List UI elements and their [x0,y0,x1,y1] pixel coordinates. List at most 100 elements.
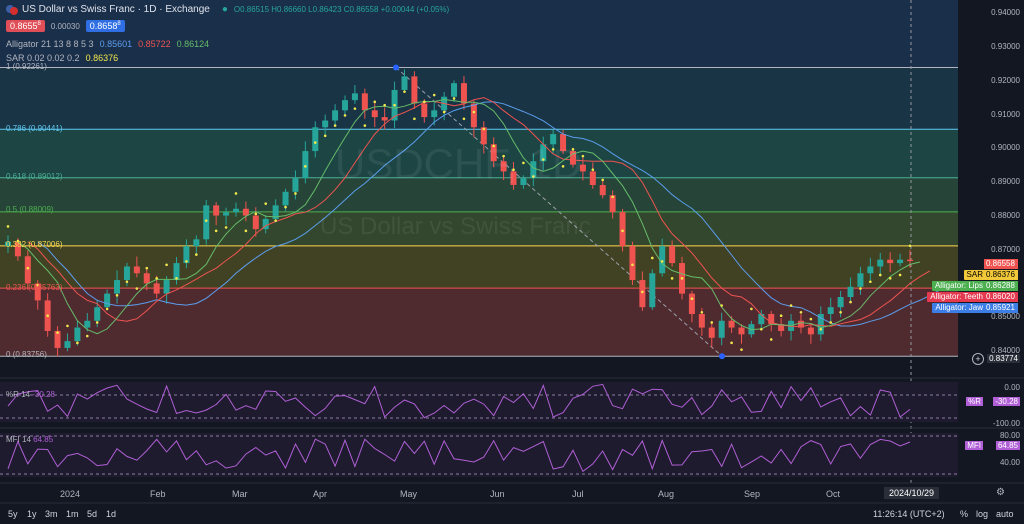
x-tick: Mar [232,489,248,499]
sar-dot [274,219,277,222]
sar-dot [403,90,406,93]
sar-dot [423,100,426,104]
clock-timezone[interactable]: 11:26:14 (UTC+2) [873,509,945,519]
candle-body [768,313,775,325]
alligator-lips-value: 0.86124 [176,39,210,49]
alligator-legend[interactable]: Alligator 21 13 8 8 5 3 0.85601 0.85722 … [6,39,209,49]
sell-button[interactable]: 0.86558 [6,20,45,32]
sar-dot [819,327,823,331]
range-5d-button[interactable]: 5d [87,509,98,519]
sar-dot [720,304,723,307]
candle-body [569,151,576,165]
sar-dot [809,317,813,321]
candle-body [470,103,477,128]
candle-body [133,266,140,274]
sar-dot [859,287,862,290]
sar-dot [224,226,228,229]
jaw-tag-label: Alligator: Jaw [932,303,986,313]
range-1m-button[interactable]: 1m [66,509,79,519]
sar-dot [571,148,575,151]
alligator-label: Alligator 21 13 8 8 5 3 [6,39,94,49]
candle-body [361,93,368,111]
mfi-legend[interactable]: MFI 14 64.85 [6,435,54,444]
sar-dot [95,321,99,324]
candle-body [342,100,349,111]
sar-dot [135,287,139,290]
log-scale-toggle[interactable]: log [976,509,989,519]
y-tick: 0.84000 [991,346,1020,355]
sar-dot [175,277,178,280]
y-tick: 0.88000 [991,211,1020,220]
candle-body [609,195,616,213]
mfi-axis-tick: 40.00 [999,458,1020,467]
x-tick: Jun [490,489,505,499]
sar-legend[interactable]: SAR 0.02 0.02 0.2 0.86376 [6,53,118,63]
wr-legend[interactable]: %R 14 -30.28 [6,390,55,399]
candle-body [351,93,358,101]
fib-band [0,245,958,289]
sar-dot [125,280,129,284]
add-alert-icon[interactable]: + [972,353,984,365]
candle-body [14,241,21,257]
sar-dot [204,219,208,222]
sar-dot [541,158,545,161]
sar-dot [512,168,515,172]
candle-body [24,256,31,284]
sar-dot [373,100,377,104]
y-tick: 0.85000 [991,312,1020,321]
mfi-axis-tick: 80.00 [999,431,1020,440]
candle-body [223,212,230,216]
mfi-line [7,438,911,473]
sar-dot [333,124,337,127]
sar-dot [323,134,327,138]
candle-body [659,246,666,274]
candle-body [272,205,279,219]
sar-dot [878,273,882,277]
sar-dot [769,338,773,341]
sar-dot [502,154,505,158]
x-tick: Sep [744,489,761,499]
range-5y-button[interactable]: 5y [8,509,18,519]
sar-dot [145,266,149,270]
market-open-dot: ● [221,4,228,15]
range-3m-button[interactable]: 3m [45,509,58,519]
sar-tag-label: SAR [963,270,986,280]
candle-body [827,307,834,314]
candle-body [431,110,438,118]
buy-button[interactable]: 0.86588 [85,20,125,32]
candle-body [629,246,636,281]
watermark-name: US Dollar vs Swiss Franc [320,213,591,240]
candle-body [282,191,289,206]
candle-body [867,266,874,274]
candle-body [688,293,695,314]
symbol-title[interactable]: US Dollar vs Swiss Franc · 1D · Exchange [22,4,210,15]
sar-dot [264,202,268,205]
sar-dot [66,324,69,328]
fib-anchor-point [393,64,399,71]
sar-dot [413,117,416,121]
symbol-header: US Dollar vs Swiss Franc · 1D · Exchange… [6,4,449,15]
settings-gear-icon[interactable]: ⚙ [996,487,1005,498]
sar-dot [244,229,248,233]
candle-body [887,259,894,264]
candle-body [817,313,824,335]
sar-dot [561,165,565,168]
sar-dot [849,300,852,304]
range-1d-button[interactable]: 1d [106,509,117,519]
candle-body [738,327,745,335]
candle-body [332,110,339,121]
sar-dot [492,144,495,148]
currency-flags-icon [6,4,18,15]
sar-dot [254,212,258,216]
sar-dot [56,331,59,334]
x-tick: Feb [150,489,166,499]
current-date-tag: 2024/10/29 [884,487,940,499]
range-1y-button[interactable]: 1y [27,509,37,519]
percent-scale-toggle[interactable]: % [960,509,969,519]
candle-body [837,297,844,308]
sar-dot [760,327,763,331]
sar-dot [195,253,198,256]
auto-scale-toggle[interactable]: auto [996,509,1014,519]
alligator-jaw-value: 0.85601 [99,39,133,49]
